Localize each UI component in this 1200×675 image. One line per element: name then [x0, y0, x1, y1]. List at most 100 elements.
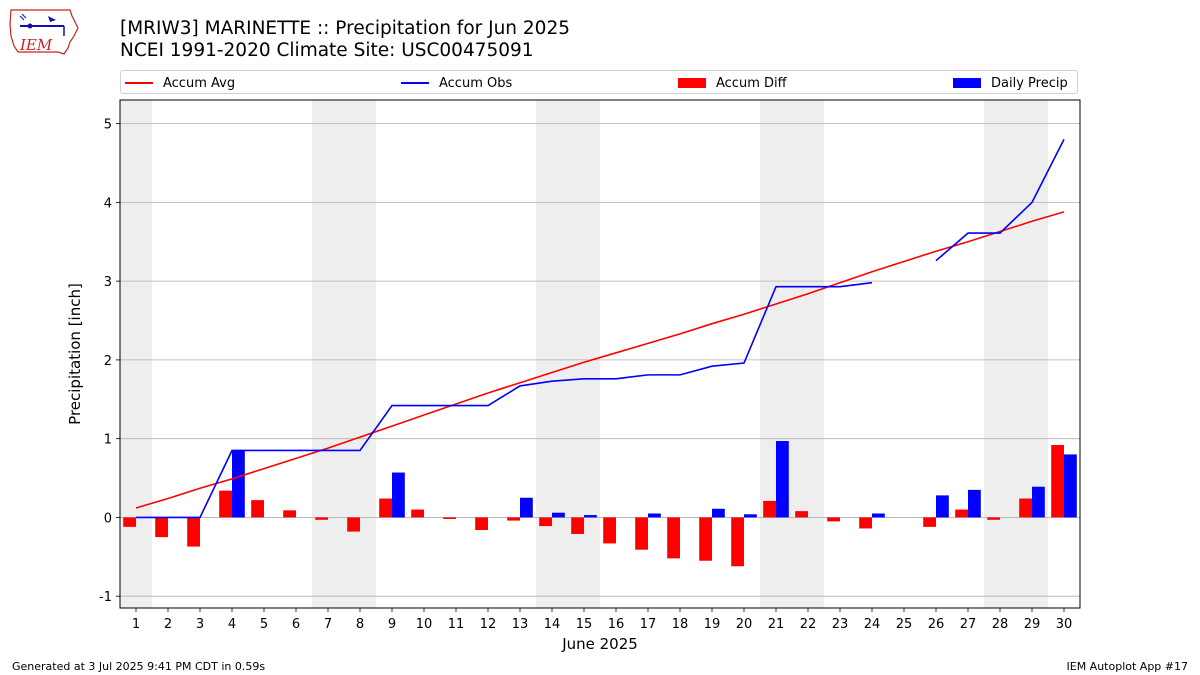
- y-tick-label: 5: [104, 118, 112, 133]
- footer-generated-text: Generated at 3 Jul 2025 9:41 PM CDT in 0…: [12, 660, 266, 673]
- accum-diff-bar-day-1: [123, 517, 136, 527]
- weekend-shade-day-22: [792, 100, 824, 608]
- weekend-shade-day-1: [120, 100, 152, 608]
- x-tick-label: 14: [544, 617, 561, 632]
- daily-precip-bar-day-21: [776, 441, 789, 518]
- legend-item-accum-diff: Accum Diff: [678, 71, 787, 95]
- accum-diff-bar-day-9: [379, 498, 392, 518]
- daily-precip-bar-day-19: [712, 508, 725, 518]
- accum-diff-bar-day-21: [763, 500, 776, 518]
- accum-avg-line-segment-0: [135, 211, 1065, 509]
- daily-precip-bar-day-27: [968, 489, 981, 518]
- accum-diff-bar-day-16: [603, 517, 616, 544]
- accum-diff-bar-day-12: [475, 517, 488, 531]
- x-tick-label: 1: [132, 617, 140, 632]
- daily-precip-bar-day-17: [648, 513, 661, 518]
- x-tick-label: 25: [896, 617, 913, 632]
- x-tick-label: 7: [324, 617, 332, 632]
- daily-precip-bar-day-26: [936, 495, 949, 518]
- accum-diff-bar-day-13: [507, 517, 520, 521]
- iem-iowa-map-logo-icon: IEM: [9, 9, 79, 55]
- chart-legend: Accum Avg Accum Obs Accum Diff Daily Pre…: [120, 70, 1078, 94]
- legend-item-daily-precip: Daily Precip: [953, 71, 1068, 95]
- weekend-shade-day-8: [344, 100, 376, 608]
- accum-diff-bar-day-7: [315, 517, 328, 520]
- legend-label-accum-diff: Accum Diff: [716, 75, 787, 91]
- accum-diff-bar-day-8: [347, 517, 360, 532]
- x-tick-label: 24: [864, 617, 881, 632]
- accum-diff-bar-day-11: [443, 517, 456, 520]
- accum-diff-bar-day-19: [699, 517, 712, 561]
- accum-diff-bar-day-24: [859, 517, 872, 529]
- accum-diff-bar-day-23: [827, 517, 840, 522]
- accum-diff-bar-day-28: [987, 517, 1000, 520]
- x-tick-label: 23: [832, 617, 849, 632]
- x-tick-label: 17: [640, 617, 657, 632]
- y-tick-label: -1: [99, 590, 112, 605]
- accum-diff-bar-day-5: [251, 500, 264, 518]
- daily-precip-bar-day-30: [1064, 454, 1077, 518]
- accum-diff-bar-day-6: [283, 510, 296, 518]
- daily-precip-bar-day-13: [520, 497, 533, 518]
- x-tick-label: 13: [512, 617, 529, 632]
- daily-precip-bar-day-4: [232, 450, 245, 518]
- chart-subtitle: NCEI 1991-2020 Climate Site: USC00475091: [120, 40, 534, 61]
- accum-diff-bar-day-14: [539, 517, 552, 527]
- y-tick-label: 1: [104, 433, 112, 448]
- x-tick-label: 2: [164, 617, 172, 632]
- weekend-shade-day-28: [984, 100, 1016, 608]
- accum-diff-bar-day-3: [187, 517, 200, 547]
- x-tick-label: 18: [672, 617, 689, 632]
- accum-obs-line-segment-0: [136, 281, 873, 519]
- daily-precip-bar-day-20: [744, 514, 757, 518]
- x-tick-label: 28: [992, 617, 1009, 632]
- legend-swatch-accum-avg: [125, 82, 153, 84]
- x-tick-label: 29: [1024, 617, 1041, 632]
- accum-diff-bar-day-22: [795, 511, 808, 518]
- logo-text: IEM: [19, 36, 53, 54]
- x-tick-label: 4: [228, 617, 236, 632]
- accum-diff-bar-day-29: [1019, 498, 1032, 518]
- accum-diff-bar-day-18: [667, 517, 680, 559]
- legend-item-accum-obs: Accum Obs: [401, 71, 512, 95]
- y-tick-label: 0: [104, 511, 112, 526]
- weekend-shade-day-21: [760, 100, 792, 608]
- accum-diff-bar-day-30: [1051, 444, 1064, 518]
- x-tick-label: 5: [260, 617, 268, 632]
- daily-precip-bar-day-15: [584, 515, 597, 518]
- accum-diff-bar-day-15: [571, 517, 584, 534]
- x-tick-label: 11: [448, 617, 465, 632]
- accum-diff-bar-day-20: [731, 517, 744, 567]
- daily-precip-bar-day-14: [552, 512, 565, 518]
- accum-diff-bar-day-2: [155, 517, 168, 538]
- accum-diff-bar-day-4: [219, 490, 232, 518]
- x-tick-label: 8: [356, 617, 364, 632]
- daily-precip-bar-day-29: [1032, 486, 1045, 518]
- y-tick-label: 2: [104, 354, 112, 369]
- plot-frame: [119, 99, 1081, 609]
- x-tick-label: 16: [608, 617, 625, 632]
- accum-diff-bar-day-10: [411, 509, 424, 518]
- x-tick-label: 26: [928, 617, 945, 632]
- x-tick-label: 27: [960, 617, 977, 632]
- y-tick-label: 4: [104, 196, 112, 211]
- daily-precip-bar-day-24: [872, 513, 885, 518]
- weekend-shade-day-14: [536, 100, 568, 608]
- weekend-shade-day-7: [312, 100, 344, 608]
- y-tick-label: 3: [104, 275, 112, 290]
- x-tick-label: 12: [480, 617, 497, 632]
- x-tick-label: 10: [416, 617, 433, 632]
- accum-obs-line-segment-1: [935, 139, 1065, 262]
- legend-swatch-accum-diff: [678, 78, 706, 88]
- weekend-shade-day-29: [1016, 100, 1048, 608]
- accum-diff-bar-day-26: [923, 517, 936, 527]
- iem-logo: IEM: [8, 6, 80, 58]
- legend-label-accum-avg: Accum Avg: [163, 75, 236, 91]
- chart-title: [MRIW3] MARINETTE :: Precipitation for J…: [120, 18, 570, 39]
- legend-swatch-daily-precip: [953, 78, 981, 88]
- legend-label-daily-precip: Daily Precip: [991, 75, 1068, 91]
- y-axis-label: Precipitation [inch]: [66, 283, 84, 425]
- x-axis-label: June 2025: [561, 635, 638, 653]
- x-tick-label: 3: [196, 617, 204, 632]
